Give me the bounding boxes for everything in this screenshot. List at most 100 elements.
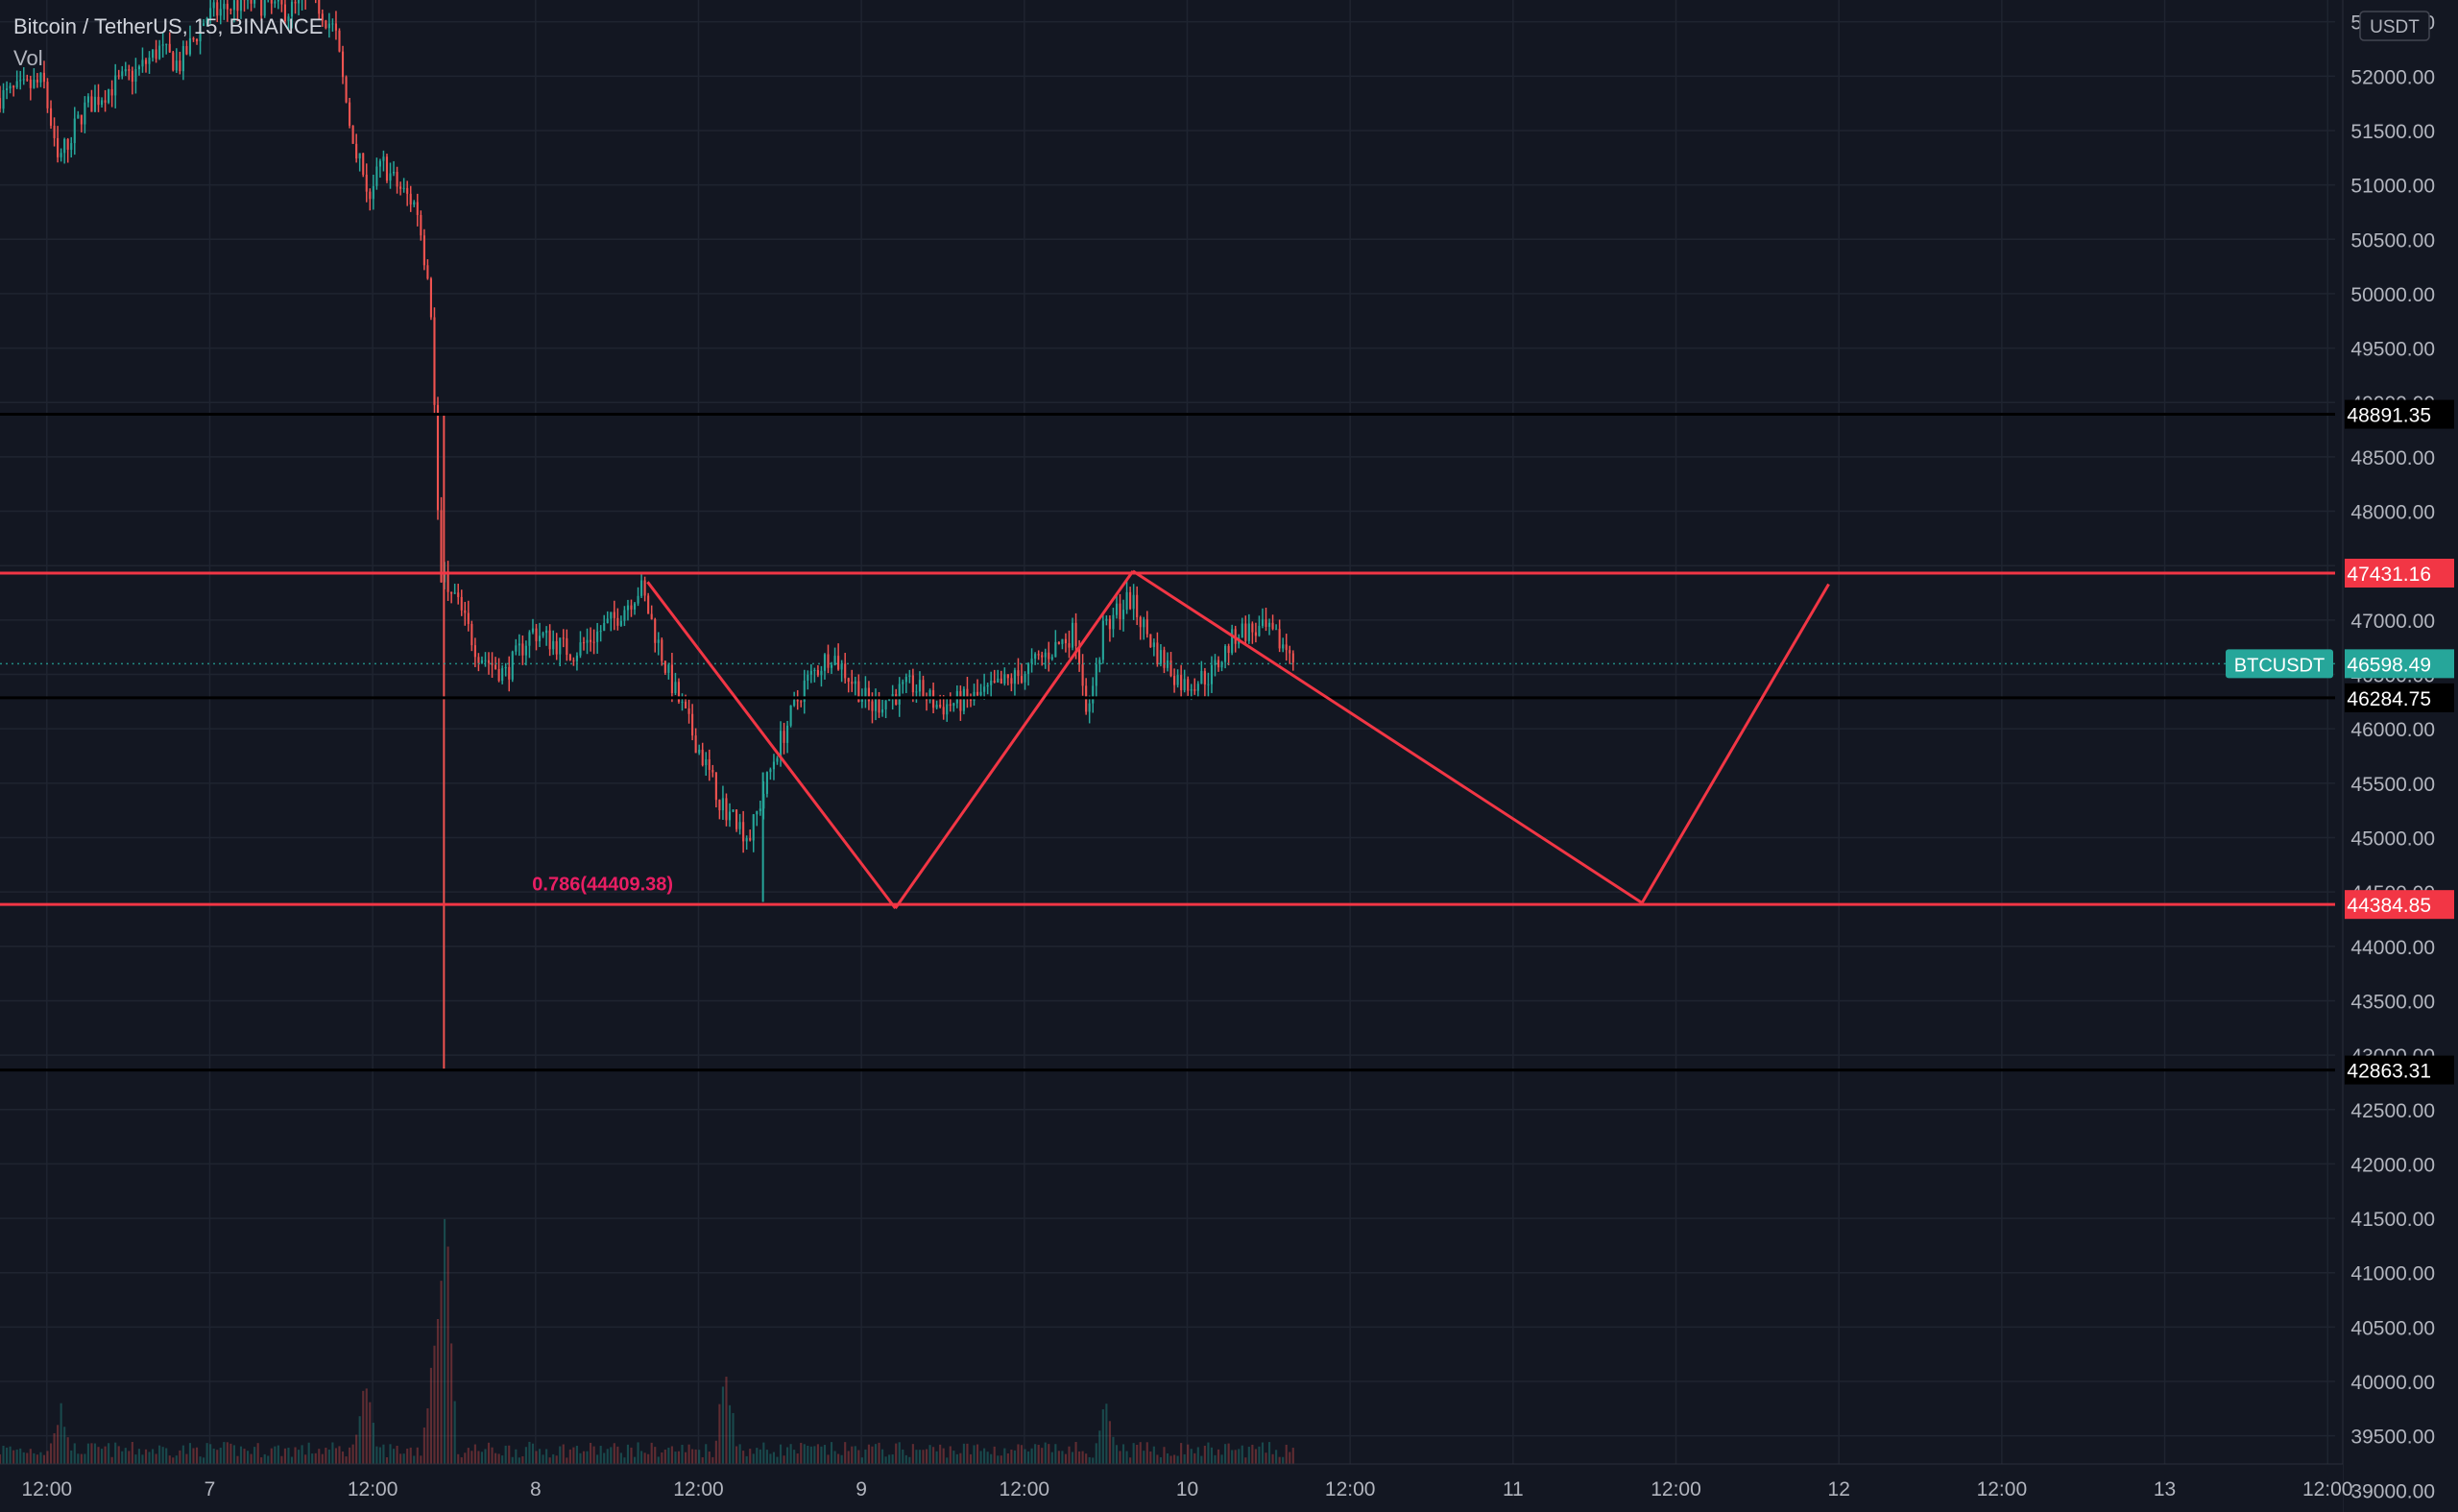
candle-body[interactable]	[467, 612, 470, 624]
candle-body[interactable]	[1254, 632, 1257, 636]
candle-body[interactable]	[1020, 676, 1024, 683]
candle-body[interactable]	[1275, 629, 1278, 631]
candle-body[interactable]	[209, 8, 212, 18]
candle-body[interactable]	[765, 772, 768, 794]
candle-body[interactable]	[735, 809, 738, 829]
price-axis[interactable]: 52500.0052000.0051500.0051000.0050500.00…	[2226, 0, 2458, 1512]
candle-body[interactable]	[1220, 661, 1223, 668]
candle-body[interactable]	[691, 713, 694, 736]
candle-body[interactable]	[962, 688, 965, 711]
candle-body[interactable]	[1017, 670, 1020, 677]
candle-body[interactable]	[813, 670, 816, 672]
candle-body[interactable]	[345, 77, 348, 103]
candle-body[interactable]	[586, 639, 589, 643]
candle-body[interactable]	[1088, 703, 1091, 712]
candle-body[interactable]	[823, 654, 827, 671]
candle-body[interactable]	[803, 680, 806, 703]
level-price-tag[interactable]	[2345, 559, 2454, 588]
candle-body[interactable]	[728, 811, 732, 821]
candle-body[interactable]	[473, 645, 476, 658]
candle-body[interactable]	[128, 69, 131, 71]
candle-body[interactable]	[796, 700, 799, 702]
candle-body[interactable]	[260, 0, 263, 16]
candle-body[interactable]	[1261, 619, 1265, 626]
candle-body[interactable]	[144, 60, 148, 64]
candle-body[interactable]	[97, 96, 100, 106]
candle-body[interactable]	[2, 89, 5, 109]
candle-body[interactable]	[1061, 638, 1064, 644]
candle-body[interactable]	[226, 3, 229, 10]
candle-body[interactable]	[341, 51, 345, 78]
candle-body[interactable]	[46, 82, 49, 108]
candle-body[interactable]	[158, 45, 161, 60]
candle-body[interactable]	[86, 96, 89, 103]
candle-body[interactable]	[603, 623, 606, 632]
candle-body[interactable]	[453, 592, 456, 594]
candle-body[interactable]	[1241, 623, 1243, 638]
candle-body[interactable]	[959, 690, 962, 711]
candle-body[interactable]	[464, 610, 467, 613]
level-price-tag[interactable]	[2345, 399, 2454, 429]
candle-body[interactable]	[1024, 673, 1026, 683]
candle-body[interactable]	[501, 668, 504, 682]
candle-body[interactable]	[511, 651, 514, 680]
candle-body[interactable]	[192, 37, 195, 39]
candle-body[interactable]	[837, 656, 840, 670]
candle-body[interactable]	[721, 798, 724, 810]
candle-body[interactable]	[562, 637, 565, 639]
candle-body[interactable]	[711, 769, 714, 773]
candle-body[interactable]	[677, 682, 681, 703]
candle-body[interactable]	[168, 43, 171, 53]
candle-body[interactable]	[738, 822, 741, 829]
candle-body[interactable]	[1119, 603, 1121, 619]
candle-body[interactable]	[504, 666, 507, 669]
last-price-tag[interactable]	[2345, 649, 2454, 679]
candle-body[interactable]	[60, 153, 62, 157]
candle-body[interactable]	[0, 97, 2, 109]
candle-body[interactable]	[280, 0, 283, 5]
candle-body[interactable]	[1112, 614, 1115, 630]
candle-body[interactable]	[1108, 618, 1111, 630]
candle-body[interactable]	[888, 698, 891, 701]
candle-body[interactable]	[33, 79, 36, 88]
candle-body[interactable]	[524, 645, 527, 656]
candle-body[interactable]	[667, 664, 670, 673]
candle-body[interactable]	[36, 79, 38, 83]
candle-body[interactable]	[1136, 594, 1139, 617]
candle-body[interactable]	[718, 800, 721, 810]
candle-body[interactable]	[745, 838, 748, 842]
candle-body[interactable]	[358, 153, 361, 159]
candle-body[interactable]	[555, 640, 558, 655]
candle-body[interactable]	[416, 202, 419, 215]
candle-body[interactable]	[1139, 616, 1142, 628]
candle-body[interactable]	[1271, 622, 1274, 630]
candle-body[interactable]	[6, 88, 9, 90]
candle-body[interactable]	[599, 631, 602, 633]
candle-body[interactable]	[1163, 650, 1166, 668]
candle-body[interactable]	[528, 632, 531, 646]
candle-body[interactable]	[756, 811, 759, 815]
candle-body[interactable]	[57, 137, 60, 157]
level-price-tag[interactable]	[2345, 683, 2454, 712]
candle-body[interactable]	[538, 636, 542, 641]
candle-body[interactable]	[1217, 660, 1220, 668]
candle-body[interactable]	[1125, 591, 1128, 611]
candle-body[interactable]	[844, 663, 847, 679]
candle-body[interactable]	[590, 639, 592, 642]
candle-body[interactable]	[1149, 634, 1152, 648]
candle-body[interactable]	[389, 173, 392, 181]
candle-body[interactable]	[1121, 610, 1125, 619]
candle-body[interactable]	[674, 682, 677, 694]
candle-body[interactable]	[236, 0, 239, 12]
candle-body[interactable]	[161, 44, 164, 46]
candle-body[interactable]	[325, 20, 327, 29]
candle-body[interactable]	[1152, 642, 1155, 648]
candle-body[interactable]	[199, 26, 202, 42]
candle-body[interactable]	[1145, 619, 1148, 635]
candle-body[interactable]	[1027, 663, 1030, 674]
candle-body[interactable]	[616, 617, 619, 626]
candle-body[interactable]	[708, 758, 711, 770]
candle-body[interactable]	[776, 757, 779, 762]
candle-body[interactable]	[946, 704, 949, 715]
